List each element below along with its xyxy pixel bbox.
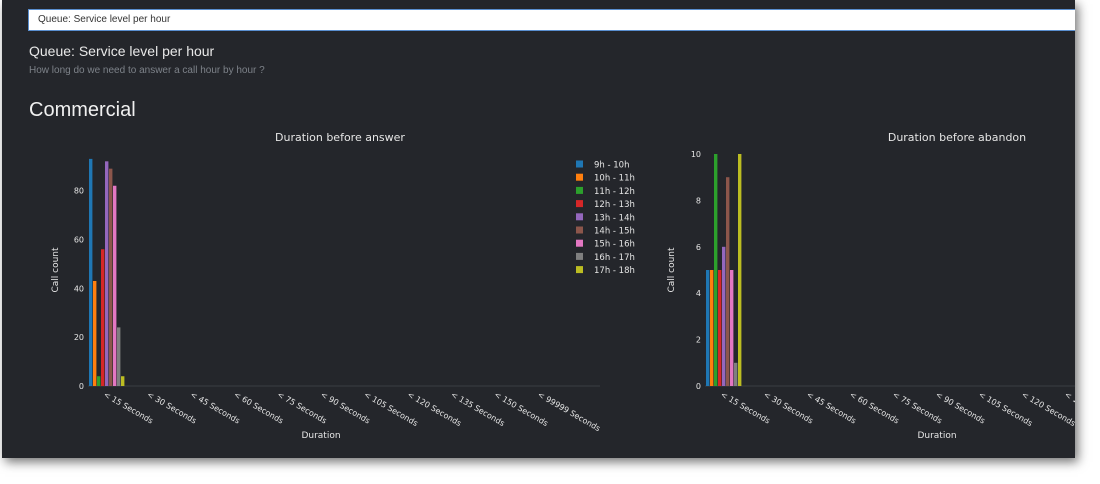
bar-12h-13h — [101, 249, 105, 386]
legend-label: 17h - 18h — [594, 266, 635, 276]
y-tick-label: 6 — [696, 243, 701, 252]
bar-14h-15h — [109, 168, 113, 386]
y-tick-label: 40 — [74, 284, 84, 293]
y-tick-label: 80 — [74, 187, 84, 196]
legend: 9h - 10h 10h - 11h 11h - 12h 12h - 13h 13h -… — [576, 160, 635, 276]
bar-11h-12h — [97, 376, 101, 386]
chart-title: Duration before answer — [275, 131, 405, 144]
page-subtitle: How long do we need to answer a call hou… — [29, 65, 265, 76]
y-tick-label: 60 — [74, 235, 84, 244]
legend-label: 12h - 13h — [594, 200, 635, 210]
legend-label: 16h - 17h — [594, 253, 635, 263]
y-axis-label: Call count — [51, 247, 61, 293]
dashboard-panel: Queue: Service level per hour Queue: Ser… — [2, 0, 1075, 458]
bar-10h-11h — [93, 280, 97, 386]
legend-swatch — [576, 266, 583, 274]
y-tick-label: 10 — [691, 150, 701, 159]
legend-label: 13h - 14h — [594, 213, 635, 223]
bar-17h-18h — [121, 376, 125, 386]
chart-title: Duration before abandon — [888, 131, 1026, 144]
chart-1: Duration before abandon Call count 0 2 4 6 8 10… — [667, 131, 1075, 441]
bar-17h-18h — [738, 154, 742, 386]
y-tick-label: 2 — [696, 336, 701, 345]
y-tick-label: 0 — [79, 382, 84, 391]
bar-14h-15h — [726, 177, 730, 386]
bar-9h-10h — [706, 270, 710, 386]
x-axis-label: Duration — [301, 431, 340, 441]
section-title: Commercial — [29, 99, 136, 121]
legend-label: 11h - 12h — [594, 187, 635, 197]
legend-swatch — [576, 252, 583, 260]
bar-15h-16h — [730, 270, 734, 386]
bar-16h-17h — [734, 362, 738, 386]
chart-0: Duration before answer Call count 0 20 40 60 8… — [51, 131, 602, 441]
legend-swatch — [576, 186, 583, 194]
search-input-value: Queue: Service level per hour — [38, 14, 171, 25]
x-axis-label: Duration — [917, 431, 956, 441]
legend-label: 15h - 16h — [594, 240, 635, 250]
legend-label: 14h - 15h — [594, 227, 635, 237]
bar-9h-10h — [89, 158, 93, 386]
legend-label: 9h - 10h — [594, 161, 629, 171]
x-tick-label: < 1 — [1063, 390, 1075, 405]
legend-swatch — [576, 200, 583, 208]
bar-12h-13h — [718, 270, 722, 386]
bar-11h-12h — [714, 154, 718, 386]
legend-swatch — [576, 226, 583, 234]
bar-16h-17h — [117, 327, 121, 386]
bar-10h-11h — [710, 270, 714, 386]
y-tick-label: 4 — [696, 289, 701, 298]
y-axis-label: Call count — [667, 247, 677, 293]
bar-13h-14h — [722, 246, 726, 386]
legend-swatch — [576, 160, 583, 168]
page-title: Queue: Service level per hour — [29, 43, 215, 59]
y-tick-label: 0 — [696, 382, 701, 391]
legend-swatch — [576, 173, 583, 181]
bar-13h-14h — [105, 161, 109, 386]
bar-15h-16h — [113, 185, 117, 386]
legend-label: 10h - 11h — [594, 174, 635, 184]
y-tick-label: 8 — [696, 196, 701, 205]
y-tick-label: 20 — [74, 333, 84, 342]
legend-swatch — [576, 239, 583, 247]
legend-swatch — [576, 213, 583, 221]
search-input[interactable]: Queue: Service level per hour — [28, 9, 1075, 31]
